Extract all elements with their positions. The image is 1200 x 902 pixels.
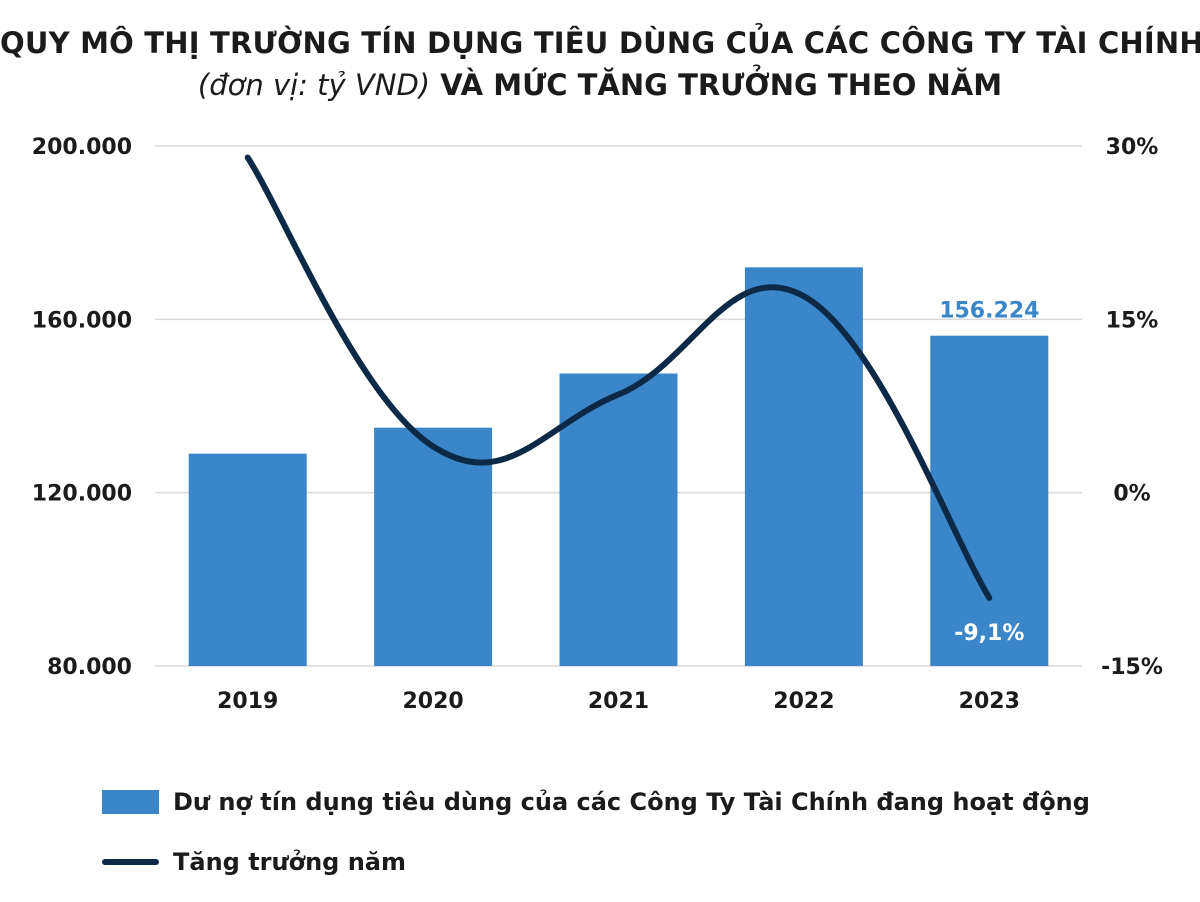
title-unit: (đơn vị: tỷ VND) bbox=[197, 68, 431, 102]
legend-bar-swatch bbox=[102, 790, 159, 814]
growth-value-label: -9,1% bbox=[954, 621, 1024, 646]
left-tick-label: 200.000 bbox=[32, 135, 132, 160]
right-axis: -15% 0% 15% 30% bbox=[1101, 135, 1163, 680]
legend: Dư nợ tín dụng tiêu dùng của các Công Ty… bbox=[102, 782, 1090, 902]
x-tick-label: 2022 bbox=[773, 689, 834, 714]
title-line-1: QUY MÔ THỊ TRƯỜNG TÍN DỤNG TIÊU DÙNG CỦA… bbox=[0, 26, 1200, 60]
right-tick-label: -15% bbox=[1101, 655, 1163, 680]
x-tick-label: 2023 bbox=[959, 689, 1020, 714]
growth-line-series bbox=[244, 154, 993, 601]
x-tick-label: 2019 bbox=[217, 689, 278, 714]
grid-lines bbox=[155, 145, 1082, 667]
growth-line bbox=[244, 154, 993, 601]
bar bbox=[930, 335, 1049, 666]
data-labels: 156.224 -9,1% bbox=[939, 299, 1039, 646]
bar bbox=[559, 373, 678, 666]
left-tick-label: 160.000 bbox=[32, 308, 132, 333]
right-tick-label: 30% bbox=[1106, 135, 1159, 160]
right-tick-label: 15% bbox=[1106, 308, 1159, 333]
right-tick-label: 0% bbox=[1113, 482, 1150, 507]
legend-line-swatch bbox=[102, 859, 159, 865]
left-tick-label: 80.000 bbox=[47, 655, 132, 680]
x-tick-label: 2020 bbox=[402, 689, 463, 714]
bar bbox=[188, 453, 307, 666]
bar-value-label: 156.224 bbox=[939, 299, 1039, 324]
left-tick-label: 120.000 bbox=[32, 482, 132, 507]
left-axis: 80.000 120.000 160.000 200.000 bbox=[32, 135, 132, 680]
legend-line-label: Tăng trưởng năm bbox=[173, 848, 406, 876]
bar bbox=[744, 267, 863, 666]
title-line-2-text: VÀ MỨC TĂNG TRƯỞNG THEO NĂM bbox=[430, 68, 1003, 102]
x-tick-label: 2021 bbox=[588, 689, 649, 714]
title-line-2: (đơn vị: tỷ VND) VÀ MỨC TĂNG TRƯỞNG THEO… bbox=[0, 64, 1200, 106]
legend-bar-label: Dư nợ tín dụng tiêu dùng của các Công Ty… bbox=[173, 788, 1090, 816]
chart-title: QUY MÔ THỊ TRƯỜNG TÍN DỤNG TIÊU DÙNG CỦA… bbox=[0, 22, 1200, 106]
legend-item-line: Tăng trưởng năm bbox=[102, 842, 1090, 882]
bar bbox=[374, 427, 493, 666]
legend-item-bar: Dư nợ tín dụng tiêu dùng của các Công Ty… bbox=[102, 782, 1090, 822]
x-axis: 2019 2020 2021 2022 2023 bbox=[217, 689, 1020, 714]
bar-series bbox=[188, 267, 1049, 666]
